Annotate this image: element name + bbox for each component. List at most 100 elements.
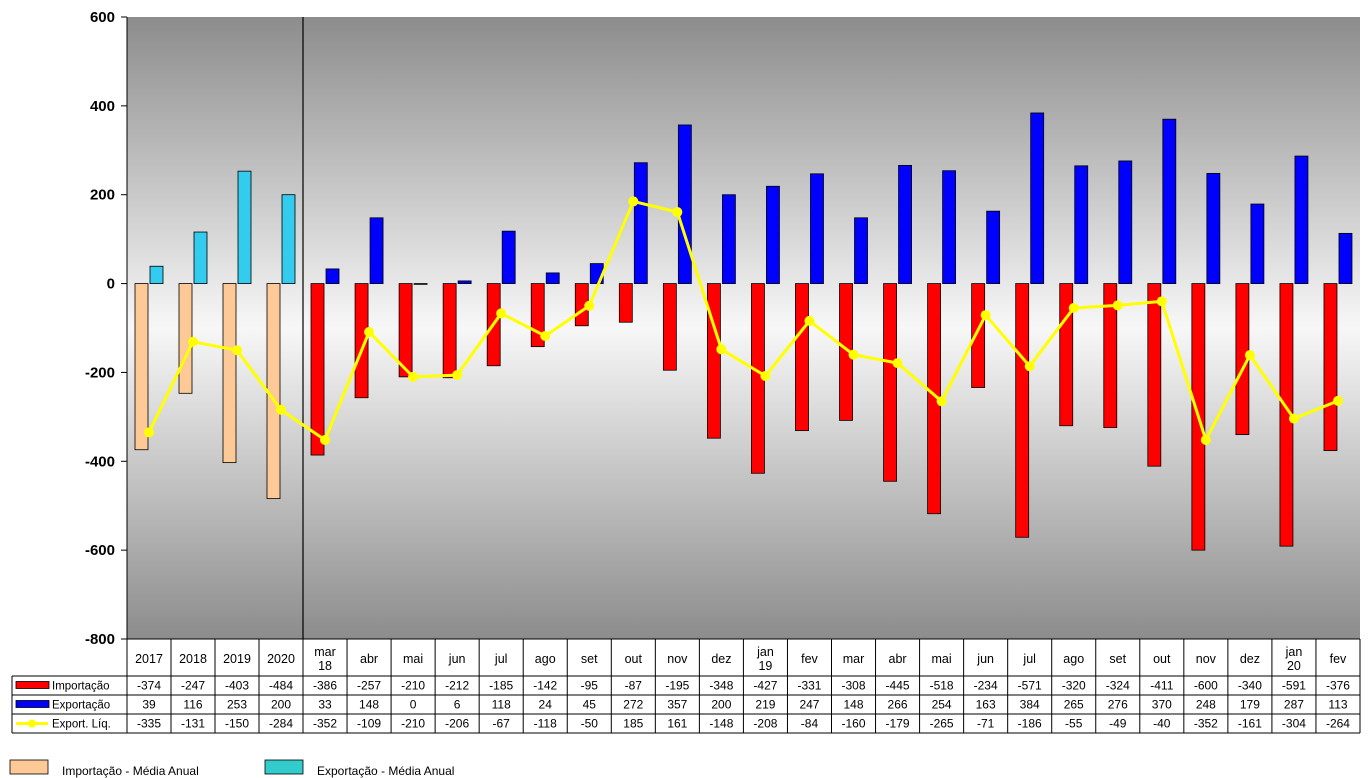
export-bar xyxy=(325,268,340,284)
table-cell: -591 xyxy=(1282,679,1306,693)
row-label: Importação xyxy=(52,681,110,693)
export-bar xyxy=(854,217,868,284)
import-bar xyxy=(618,283,633,323)
y-tick-label: 400 xyxy=(90,98,115,115)
table-cell: -445 xyxy=(886,679,910,693)
table-cell: -71 xyxy=(977,717,995,731)
export-bar xyxy=(677,124,692,284)
table-cell: 357 xyxy=(667,698,687,712)
table-cell: -148 xyxy=(709,717,733,731)
table-cell: 219 xyxy=(755,698,775,712)
import-bar xyxy=(883,283,897,482)
export-bar xyxy=(369,217,384,284)
category-label: jul xyxy=(1022,652,1036,666)
table-cell: 370 xyxy=(1152,698,1172,712)
category-label: mai xyxy=(403,652,423,666)
table-cell: -179 xyxy=(886,717,910,731)
category-label: 2018 xyxy=(179,652,207,666)
category-label: mar xyxy=(314,645,336,659)
net-export-point xyxy=(364,326,375,337)
category-label: 2017 xyxy=(135,652,163,666)
y-tick-label: -400 xyxy=(85,453,115,470)
net-export-point xyxy=(276,404,286,415)
y-tick-label: -200 xyxy=(85,364,115,381)
category-label: jun xyxy=(976,652,994,666)
export-bar xyxy=(633,162,648,284)
category-label: abr xyxy=(360,652,378,666)
export-bar xyxy=(1294,155,1309,284)
export-bar xyxy=(237,170,252,284)
import-bar xyxy=(971,283,986,388)
net-export-point xyxy=(672,207,683,218)
table-cell: -411 xyxy=(1150,679,1173,693)
table-cell: 163 xyxy=(976,698,996,712)
import-bar xyxy=(662,283,677,371)
net-export-point xyxy=(496,308,507,319)
table-cell: -386 xyxy=(313,679,337,693)
export-bar xyxy=(1338,232,1353,284)
category-label: out xyxy=(1153,652,1171,666)
table-cell: -247 xyxy=(181,679,205,693)
net-export-point xyxy=(760,370,771,381)
table-cell: -206 xyxy=(445,717,469,731)
export-bar xyxy=(545,272,560,284)
table-cell: -87 xyxy=(625,679,643,693)
table-cell: -161 xyxy=(1238,717,1262,731)
category-label: out xyxy=(625,652,643,666)
net-export-point xyxy=(892,358,903,369)
export-bar xyxy=(457,280,472,284)
net-export-point xyxy=(628,196,639,207)
category-label: jul xyxy=(494,652,508,666)
row-legend-key xyxy=(15,681,50,689)
table-cell: -308 xyxy=(842,679,866,693)
category-label: 2019 xyxy=(223,652,251,666)
table-cell: -331 xyxy=(797,679,821,693)
import-bar xyxy=(354,283,369,399)
import-bar xyxy=(1147,283,1162,467)
category-label: fev xyxy=(801,652,818,666)
category-label: nov xyxy=(1196,652,1217,666)
net-export-polyline xyxy=(147,199,1339,444)
table-cell: 276 xyxy=(1108,698,1128,712)
table-cell: -186 xyxy=(1018,717,1042,731)
table-cell: -208 xyxy=(753,717,777,731)
table-cell: -50 xyxy=(581,717,599,731)
category-label: mai xyxy=(932,652,952,666)
category-label: 2020 xyxy=(267,652,295,666)
table-cell: 116 xyxy=(183,698,202,712)
category-label: 19 xyxy=(758,659,772,673)
table-cell: -142 xyxy=(533,679,557,693)
row-label: Exportação xyxy=(52,700,110,712)
table-cell: 33 xyxy=(318,698,332,712)
export-bar xyxy=(1118,160,1133,284)
net-export-point xyxy=(188,336,198,347)
row-legend-key xyxy=(28,719,36,728)
category-label: 18 xyxy=(318,659,332,673)
category-label: nov xyxy=(667,652,688,666)
export-bar xyxy=(1250,203,1265,284)
table-cell: -600 xyxy=(1194,679,1218,693)
category-label: 20 xyxy=(1287,659,1301,673)
net-export-point xyxy=(144,427,154,438)
net-export-point xyxy=(1068,303,1079,314)
category-label: ago xyxy=(535,652,556,666)
export-bar xyxy=(766,185,780,284)
y-tick-label: -800 xyxy=(85,631,115,648)
table-cell: -131 xyxy=(181,717,205,731)
y-axis: 600 400 200 0 -200 -400 -600 -800 xyxy=(85,9,128,648)
table-cell: 247 xyxy=(799,698,819,712)
net-export-point xyxy=(716,344,727,355)
import-bar xyxy=(1323,283,1338,452)
table-cell: -234 xyxy=(974,679,998,693)
table-cell: -84 xyxy=(801,717,819,731)
table-cell: 118 xyxy=(492,698,511,712)
export-bar xyxy=(1206,172,1221,284)
import-bar xyxy=(222,283,237,464)
net-export-point xyxy=(1200,434,1211,445)
table-cell: 266 xyxy=(888,698,908,712)
import-bar xyxy=(134,283,149,451)
net-export-point xyxy=(848,349,859,360)
export-bar xyxy=(898,164,912,284)
net-export-point xyxy=(804,315,815,326)
